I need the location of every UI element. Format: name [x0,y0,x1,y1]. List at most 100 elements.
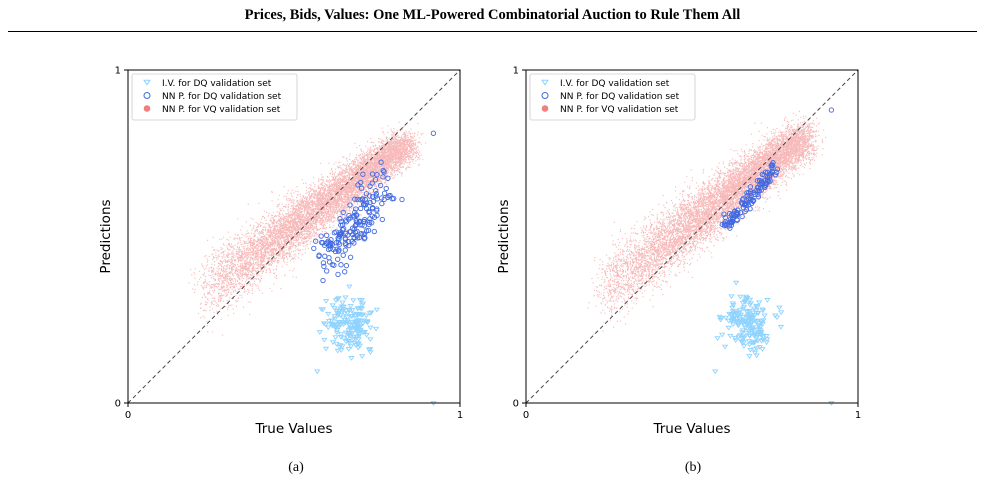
iv-dq-point [358,298,365,303]
iv-dq-point [748,330,756,336]
iv-dq-point [754,310,761,316]
iv-dq-point [753,303,760,309]
nn-dq-point [369,193,376,200]
caption-a: (a) [288,460,304,475]
nn-dq-point [748,190,754,196]
nn-dq-point [366,209,372,216]
legend-item-nn-dq: NN P. for DQ validation set [162,92,282,102]
iv-dq-point [754,327,761,333]
iv-dq-point [361,329,368,335]
iv-dq-point [731,335,739,341]
iv-dq-point [325,325,332,331]
nn-dq-point [313,238,319,244]
iv-dq-point [368,310,375,316]
iv-dq-point [335,313,342,318]
iv-dq-point [746,354,753,359]
iv-dq-point [353,311,361,317]
iv-dq-point [742,296,750,302]
nn-dq-point [343,219,350,225]
nn-dq-point [399,196,405,203]
iv-dq-point [328,318,335,324]
nn-dq-point [316,253,322,259]
iv-dq-point [725,318,732,324]
iv-dq-point [737,294,744,300]
header-rule [8,31,977,32]
iv-dq-point [338,304,345,310]
iv-dq-point [351,341,358,346]
iv-dq-point [759,347,766,352]
iv-dq-point [725,325,732,331]
iv-dq-point [740,344,748,349]
iv-dq-point [753,353,760,359]
axes-frame [525,69,859,404]
nn-dq-point [331,230,338,236]
nn-dq-point [326,255,332,261]
iv-dq-point [758,319,765,325]
iv-dq-point [335,324,343,330]
nn-dq-point [340,252,346,258]
series-iv-dq-points [314,284,437,406]
nn-dq-point [734,217,740,223]
y-tick-label: 0 [513,399,519,410]
legend-marker-dot [143,105,151,112]
iv-dq-point [345,307,352,313]
iv-dq-point [773,315,781,321]
nn-dq-point [321,263,327,270]
iv-dq-point [357,323,364,329]
legend-marker-triangle [143,79,151,86]
legend-marker-triangle [541,79,549,86]
iv-dq-point [332,335,339,341]
iv-dq-point [718,332,726,338]
iv-dq-point [746,297,754,303]
x-tick-label: 0 [125,410,131,421]
nn-dq-point [332,248,339,255]
nn-dq-point [369,213,375,219]
nn-dq-point [318,233,324,239]
iv-dq-point [355,345,362,351]
y-tick-label: 1 [513,66,519,77]
nn-dq-point [354,212,360,218]
iv-dq-point [722,315,730,321]
nn-dq-point [362,216,368,223]
iv-dq-point [322,346,330,352]
nn-dq-point [342,240,349,246]
nn-dq-point [374,172,380,178]
nn-dq-point [358,179,364,186]
nn-dq-point [324,232,330,239]
iv-dq-point [739,314,747,320]
series-nn-dq-points [719,107,835,231]
iv-dq-point [332,326,339,331]
iv-dq-point [344,320,351,326]
iv-dq-point [348,356,355,361]
nn-dq-point [346,212,352,219]
nn-dq-point [335,256,341,262]
nn-dq-point [311,245,317,252]
legend-box [131,73,298,121]
iv-dq-point [756,300,763,306]
iv-dq-point [745,339,753,344]
iv-dq-point [750,347,758,353]
legend-item-nn-vq: NN P. for VQ validation set [162,105,281,115]
nn-dq-point [729,219,735,225]
iv-dq-point [363,313,370,319]
diagonal-reference-line [127,69,461,404]
nn-dq-point [367,199,373,206]
nn-dq-point [359,196,366,203]
legend: I.V. for DQ validation set NN P. for DQ v… [131,73,298,121]
iv-dq-point [348,325,356,331]
iv-dq-point [344,311,351,316]
iv-dq-point [347,344,355,350]
iv-dq-point [763,340,770,346]
series-iv-dq-points [712,280,835,406]
iv-dq-point [737,317,744,323]
nn-dq-point [353,221,359,227]
legend-item-nn-dq: NN P. for DQ validation set [560,92,680,102]
y-axis-label: Predictions [98,199,114,273]
iv-dq-point [320,321,328,327]
caption-b: (b) [684,460,702,475]
nn-dq-point [347,254,354,260]
iv-dq-point [339,300,346,306]
iv-dq-point [739,300,746,306]
iv-dq-point [331,306,338,311]
iv-dq-point [738,339,746,345]
